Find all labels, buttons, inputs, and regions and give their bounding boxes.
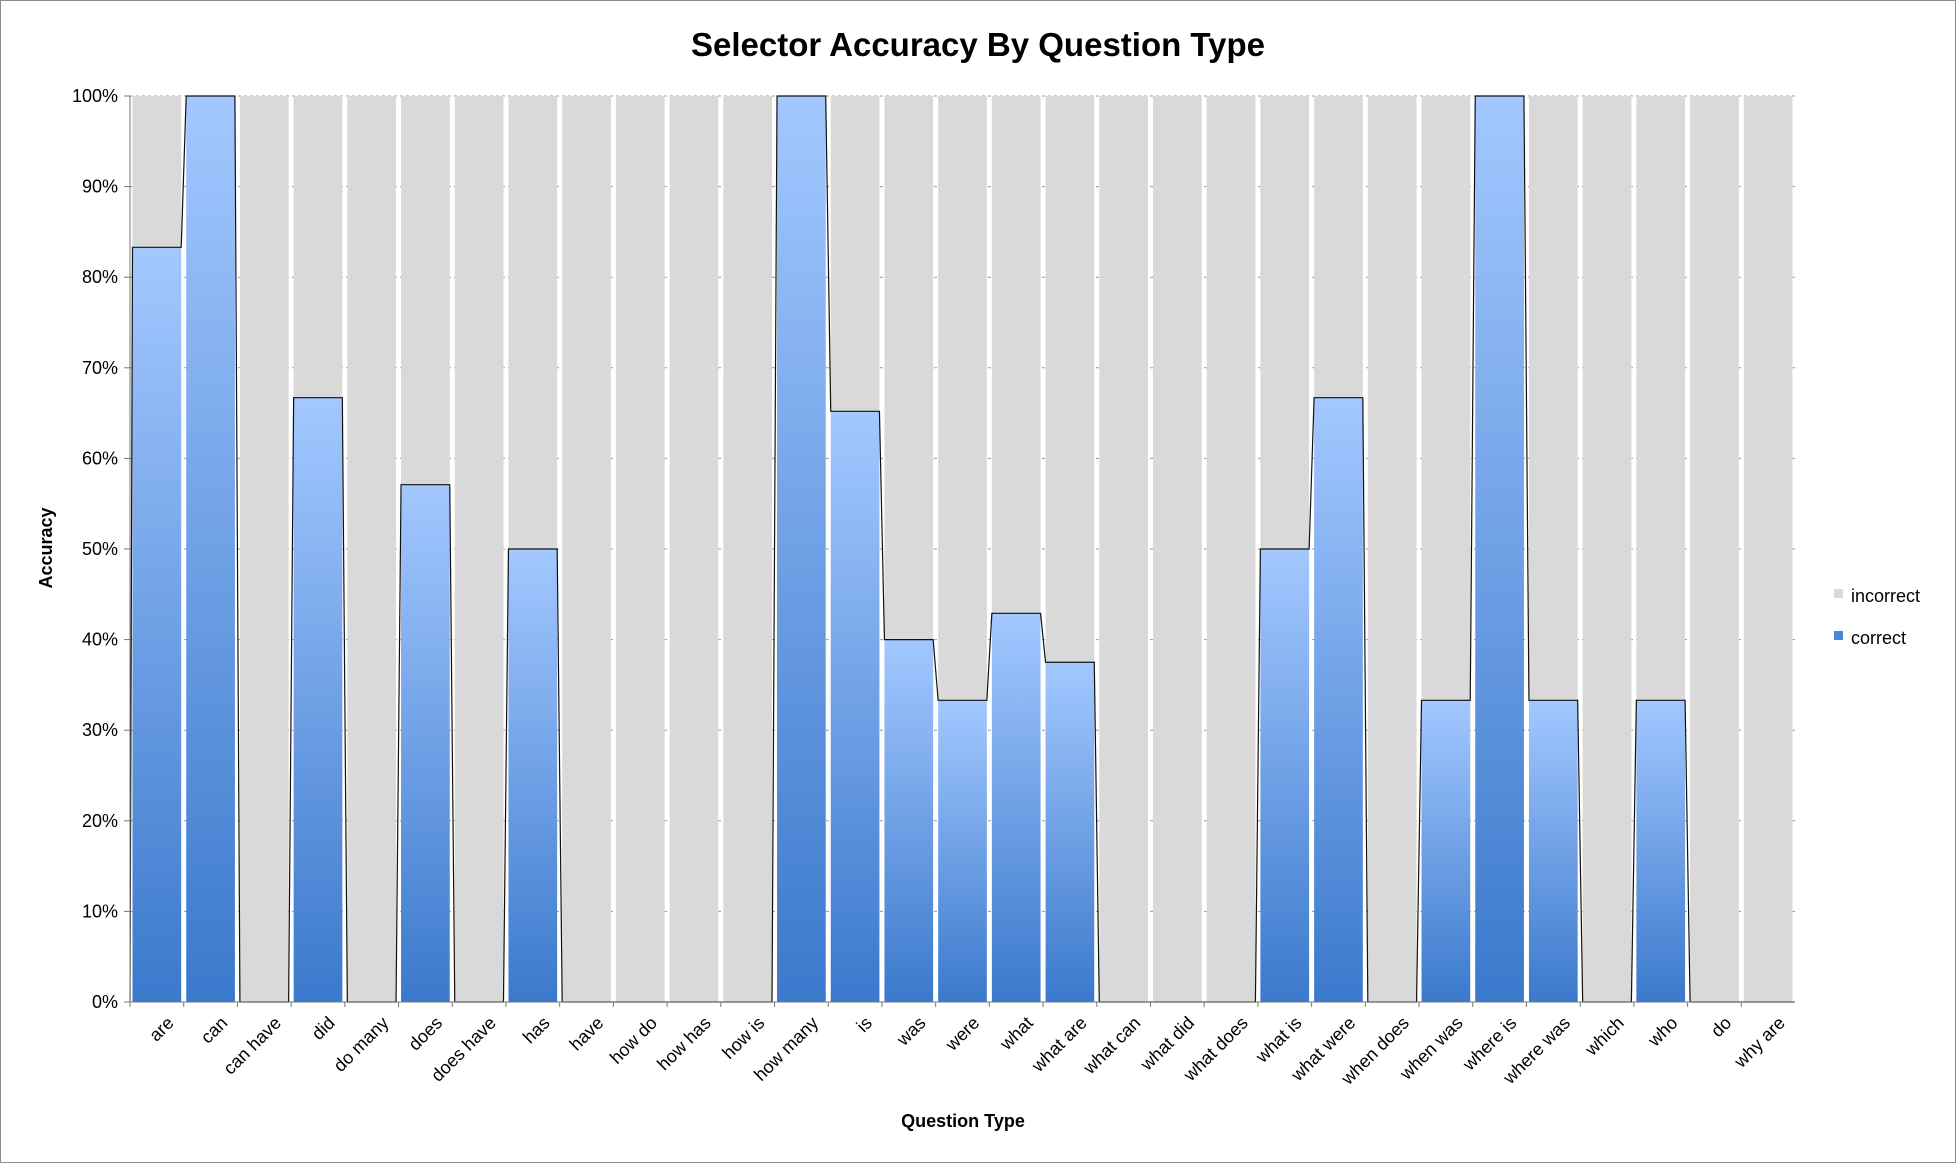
bar-incorrect (669, 96, 719, 1002)
bar-correct (938, 700, 987, 1002)
x-tick-label: can have (219, 1013, 285, 1079)
bar-incorrect (1582, 96, 1632, 1002)
bar-incorrect (508, 96, 558, 549)
bar-incorrect (562, 96, 611, 1002)
y-tick-label: 80% (82, 267, 118, 287)
y-tick-label: 30% (82, 720, 118, 740)
bar-correct (1421, 700, 1471, 1002)
chart-title: Selector Accuracy By Question Type (690, 26, 1266, 63)
x-tick-label: were (941, 1013, 983, 1055)
bar-correct (884, 639, 934, 1002)
bar-correct (1636, 700, 1686, 1002)
bar-incorrect (132, 96, 182, 248)
x-tick-label: do (1707, 1013, 1735, 1041)
bar-incorrect (1045, 96, 1095, 663)
x-tick-label: was (892, 1013, 929, 1050)
bar-incorrect (884, 96, 934, 640)
bar-incorrect (1636, 96, 1686, 701)
axes (124, 95, 1795, 1007)
bar-correct (1314, 397, 1363, 1002)
bar-incorrect (1690, 96, 1739, 1002)
y-tick-label: 20% (82, 811, 118, 831)
bar-correct (132, 247, 182, 1002)
y-tick-label: 100% (72, 86, 118, 106)
x-tick-label: how is (718, 1013, 768, 1063)
x-tick-label: what is (1251, 1013, 1305, 1067)
bar-correct (508, 549, 558, 1002)
x-tick-label: what can (1079, 1013, 1145, 1079)
x-axis-title: Question Type (901, 1111, 1025, 1131)
bar-incorrect (723, 96, 773, 1002)
x-tick-label: have (566, 1013, 608, 1055)
bar-incorrect (1206, 96, 1256, 1002)
x-tick-label: are (145, 1013, 178, 1046)
legend-label-correct: correct (1851, 628, 1906, 648)
y-tick-label: 90% (82, 177, 118, 197)
bar-incorrect (1743, 96, 1793, 1002)
bar-incorrect (991, 96, 1041, 614)
bar-correct (186, 96, 235, 1002)
x-tick-label: which (1580, 1013, 1627, 1060)
y-tick-label: 50% (82, 539, 118, 559)
legend-swatch-correct (1834, 631, 1843, 640)
y-tick-label: 60% (82, 448, 118, 468)
bar-incorrect (1367, 96, 1417, 1002)
x-tick-label: do many (330, 1013, 393, 1076)
x-tick-label: did (308, 1013, 339, 1044)
legend-label-incorrect: incorrect (1851, 586, 1920, 606)
bar-incorrect (830, 96, 880, 412)
x-tick-label: who (1643, 1013, 1681, 1051)
series-outline (129, 95, 1795, 1003)
x-tick-label: how has (653, 1013, 715, 1075)
bar-correct (991, 613, 1041, 1002)
bar-correct (1045, 662, 1095, 1002)
bar-incorrect (347, 96, 397, 1002)
bar-incorrect (1260, 96, 1310, 549)
bar-incorrect (1099, 96, 1148, 1002)
bar-incorrect (615, 96, 665, 1002)
x-tick-label: does (404, 1013, 446, 1055)
y-tick-label: 10% (82, 901, 118, 921)
bar-incorrect (293, 96, 343, 398)
legend-swatch-incorrect (1834, 589, 1843, 598)
bar-correct (1260, 549, 1310, 1002)
bar-incorrect (1421, 96, 1471, 701)
bar-incorrect (239, 96, 289, 1002)
bar-incorrect (1314, 96, 1363, 398)
bar-incorrect (938, 96, 987, 701)
y-tick-label: 0% (92, 992, 118, 1012)
bar-incorrect (1528, 96, 1578, 701)
bar-correct (1475, 96, 1524, 1002)
bar-correct (401, 484, 450, 1002)
x-tick-label: what (995, 1013, 1037, 1055)
x-tick-label: can (197, 1013, 232, 1048)
bar-incorrect (1152, 96, 1202, 1002)
bars (129, 95, 1795, 1003)
bar-incorrect (454, 96, 504, 1002)
bar-correct (777, 96, 826, 1002)
legend: incorrect correct (1834, 586, 1920, 648)
y-tick-label: 40% (82, 630, 118, 650)
x-tick-label: why are (1730, 1013, 1789, 1072)
bar-correct (1528, 700, 1578, 1002)
x-tick-label: has (519, 1013, 554, 1048)
x-tick-label: is (853, 1013, 876, 1036)
bar-incorrect (401, 96, 450, 485)
y-tick-label: 70% (82, 358, 118, 378)
y-axis-title: Accuracy (36, 507, 56, 588)
bar-correct (830, 411, 880, 1003)
bar-correct (293, 397, 343, 1002)
